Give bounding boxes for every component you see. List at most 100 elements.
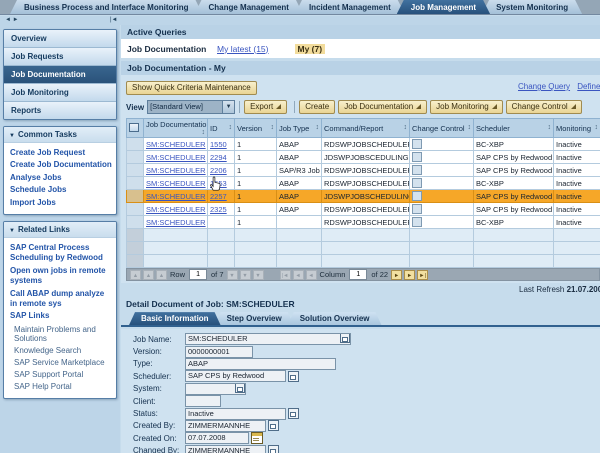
related-links-header[interactable]: ▼ Related Links: [4, 221, 116, 238]
history-back-forward-icons[interactable]: ◄ ►: [5, 17, 19, 23]
value-help-icon[interactable]: [340, 334, 350, 344]
job-doc-link[interactable]: SM:SCHEDULER: [146, 152, 206, 162]
table-row[interactable]: SM:SCHEDULER 1 RDSWPJOBSCHEDULER BC-XBP …: [126, 215, 600, 230]
link-open-own-jobs[interactable]: Open own jobs in remote systems: [10, 265, 106, 286]
export-button[interactable]: Export: [244, 100, 288, 114]
chevron-down-icon[interactable]: ▼: [222, 101, 235, 113]
link-sap-service-marketplace[interactable]: SAP Service Marketplace: [14, 357, 105, 367]
collapse-sidebar-icon[interactable]: |◄: [110, 17, 118, 23]
tab-incident-management[interactable]: Incident Management: [295, 0, 405, 14]
table-row[interactable]: SM:SCHEDULER 2294 1 ABAP JDSWPJOBSCEDULI…: [126, 150, 600, 165]
pager-col-pageright-icon[interactable]: ►: [404, 269, 416, 280]
job-id-link[interactable]: 2325: [210, 204, 227, 214]
change-control-checkbox[interactable]: [412, 165, 422, 176]
define-new-query-link[interactable]: Define Ne: [577, 82, 600, 91]
sort-icon[interactable]: ↕: [201, 129, 206, 136]
sort-icon[interactable]: ↕: [467, 123, 472, 131]
table-row[interactable]: SM:SCHEDULER 2325 1 ABAP RDSWPJOBSCHEDUL…: [126, 202, 600, 217]
job-id-link[interactable]: 1553: [210, 178, 227, 188]
value-help-icon[interactable]: [268, 445, 279, 453]
calendar-icon[interactable]: [251, 432, 263, 445]
change-query-link[interactable]: Change Query: [518, 82, 571, 91]
sort-icon[interactable]: ↕: [315, 123, 320, 131]
type-field[interactable]: ABAP: [185, 357, 336, 370]
table-row[interactable]: SM:SCHEDULER 2206 1 SAP/R3 Job RDSWPJOBS…: [126, 163, 600, 178]
job-doc-link[interactable]: SM:SCHEDULER: [146, 139, 206, 149]
tab-system-monitoring[interactable]: System Monitoring: [482, 0, 582, 14]
job-documentation-menu-button[interactable]: Job Documentation: [338, 100, 428, 114]
client-field[interactable]: [185, 395, 221, 408]
link-sap-links[interactable]: SAP Links: [10, 311, 50, 321]
value-help-icon[interactable]: [268, 420, 279, 432]
row-selector[interactable]: [126, 202, 144, 217]
table-row-selected[interactable]: SM:SCHEDULER 2257 1 ABAP JDSWPJOBSCHEDUL…: [126, 189, 600, 204]
link-maintain-problems[interactable]: Maintain Problems and Solutions: [14, 324, 96, 343]
table-row[interactable]: SM:SCHEDULER 1553 1 ABAP RDSWPJOBSCHEDUL…: [126, 176, 600, 191]
query-link-my-latest[interactable]: My latest (15): [217, 43, 269, 54]
pager-row-pagedown-icon[interactable]: ▼: [239, 269, 251, 280]
link-create-job-documentation[interactable]: Create Job Documentation: [10, 160, 112, 170]
pager-col-right-icon[interactable]: ►: [391, 269, 403, 280]
link-schedule-jobs[interactable]: Schedule Jobs: [10, 185, 67, 195]
pager-row-last-icon[interactable]: ▼: [252, 269, 264, 280]
sort-icon[interactable]: ↕: [228, 123, 233, 131]
pager-col-last-icon[interactable]: ►|: [417, 269, 429, 280]
created-by-field[interactable]: ZIMMERMANNHE: [185, 419, 266, 432]
sidebar-item-job-requests[interactable]: Job Requests: [4, 48, 116, 66]
scheduler-field[interactable]: SAP CPS by Redwood: [185, 370, 286, 383]
job-id-link[interactable]: 2294: [210, 152, 227, 162]
link-sap-help-portal[interactable]: SAP Help Portal: [14, 381, 72, 391]
job-doc-link[interactable]: SM:SCHEDULER: [146, 165, 206, 175]
change-control-checkbox[interactable]: [412, 178, 422, 189]
link-abap-dump-analyze[interactable]: Call ABAP dump analyze in remote sys: [10, 288, 105, 308]
pager-row-input[interactable]: [189, 269, 208, 281]
created-on-field[interactable]: 07.07.2008: [185, 432, 249, 445]
pager-row-pageup-icon[interactable]: ▲: [143, 269, 154, 280]
job-doc-link[interactable]: SM:SCHEDULER: [146, 178, 206, 188]
link-create-job-request[interactable]: Create Job Request: [10, 148, 86, 157]
row-selector[interactable]: [126, 189, 144, 204]
row-selector[interactable]: [126, 136, 144, 152]
tab-basic-information[interactable]: Basic Information: [129, 312, 221, 325]
job-id-link[interactable]: 2206: [210, 165, 227, 175]
row-selector[interactable]: [126, 163, 144, 178]
value-help-icon[interactable]: [235, 383, 245, 393]
pager-row-first-icon[interactable]: ▲: [130, 269, 141, 280]
version-field[interactable]: 0000000001: [185, 345, 253, 358]
row-selector[interactable]: [126, 176, 144, 191]
row-selector[interactable]: [126, 215, 144, 230]
pager-col-first-icon[interactable]: |◄: [279, 269, 291, 280]
status-field[interactable]: Inactive: [185, 407, 286, 420]
tab-job-management[interactable]: Job Management: [397, 0, 490, 14]
pager-col-pageleft-icon[interactable]: ◄: [305, 269, 317, 280]
pager-row-up-icon[interactable]: ▲: [156, 269, 167, 280]
select-all-icon[interactable]: [129, 122, 139, 132]
sort-icon[interactable]: ↕: [270, 123, 275, 131]
tab-solution-overview[interactable]: Solution Overview: [288, 312, 382, 325]
pager-col-left-icon[interactable]: ◄: [292, 269, 304, 280]
link-sap-cps-redwood[interactable]: SAP Central Process Scheduling by Redwoo…: [10, 242, 103, 263]
sidebar-item-job-monitoring[interactable]: Job Monitoring: [4, 84, 116, 102]
job-doc-link[interactable]: SM:SCHEDULER: [146, 191, 206, 201]
value-help-icon[interactable]: [288, 408, 299, 420]
job-id-link[interactable]: 2257: [210, 191, 227, 201]
change-control-checkbox[interactable]: [412, 217, 422, 228]
view-select[interactable]: [Standard View] ▼: [147, 100, 236, 114]
tab-business-process-monitoring[interactable]: Business Process and Interface Monitorin…: [10, 0, 202, 14]
table-row[interactable]: SM:SCHEDULER 1550 1 ABAP RDSWPJOBSCHEDUL…: [126, 136, 600, 152]
change-control-menu-button[interactable]: Change Control: [505, 100, 582, 114]
job-id-link[interactable]: 1550: [210, 139, 227, 149]
link-import-jobs[interactable]: Import Jobs: [10, 197, 56, 207]
system-field[interactable]: [185, 382, 246, 395]
job-doc-link[interactable]: SM:SCHEDULER: [146, 217, 206, 227]
common-tasks-header[interactable]: ▼ Common Tasks: [4, 127, 116, 143]
link-sap-support-portal[interactable]: SAP Support Portal: [14, 369, 84, 379]
query-link-my-selected[interactable]: My (7): [294, 43, 326, 54]
sidebar-item-overview[interactable]: Overview: [4, 30, 116, 48]
tab-step-overview[interactable]: Step Overview: [215, 312, 294, 325]
create-button[interactable]: Create: [299, 100, 336, 114]
job-doc-link[interactable]: SM:SCHEDULER: [146, 204, 206, 214]
sort-icon[interactable]: ↕: [403, 123, 408, 131]
sidebar-item-job-documentation[interactable]: Job Documentation: [4, 66, 116, 84]
row-selector[interactable]: [126, 150, 144, 165]
